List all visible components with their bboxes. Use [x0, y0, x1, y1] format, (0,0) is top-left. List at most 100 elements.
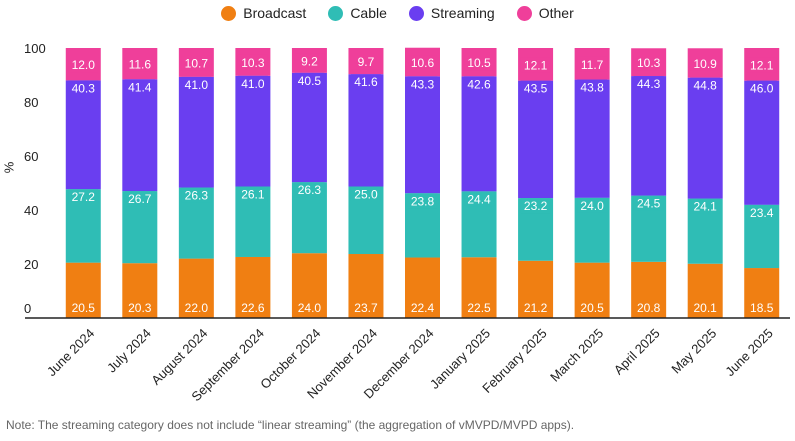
- data-label-streaming: 41.4: [128, 80, 152, 94]
- data-label-other: 11.7: [581, 58, 604, 72]
- data-label-bg: [407, 76, 438, 92]
- y-tick-label: 0: [24, 301, 31, 316]
- data-label-other: 9.2: [301, 54, 318, 68]
- data-label-broadcast: 20.5: [72, 301, 96, 315]
- y-tick-label: 100: [24, 41, 46, 56]
- x-tick-label: August 2024: [148, 326, 210, 388]
- data-label-broadcast: 24.0: [298, 301, 322, 315]
- data-label-bg: [68, 300, 99, 315]
- bar-segment-streaming: [574, 79, 610, 198]
- legend-item-other: Other: [516, 5, 574, 21]
- data-label-bg: [294, 53, 325, 69]
- data-label-cable: 24.0: [580, 199, 604, 213]
- data-label-bg: [633, 55, 664, 71]
- data-label-broadcast: 22.6: [241, 301, 265, 315]
- data-label-bg: [350, 74, 381, 90]
- legend-label: Other: [538, 5, 574, 21]
- data-label-bg: [690, 55, 721, 71]
- x-tick-label: June 2024: [44, 326, 98, 380]
- bar-segment-streaming: [405, 76, 440, 194]
- data-label-bg: [633, 300, 664, 315]
- legend-label: Cable: [350, 5, 387, 21]
- x-tick-label: April 2025: [611, 326, 663, 378]
- data-label-bg: [690, 77, 721, 93]
- data-label-bg: [464, 76, 495, 92]
- data-label-broadcast: 20.8: [637, 301, 661, 315]
- y-tick-label: 40: [24, 203, 38, 218]
- x-tick-label: March 2025: [547, 326, 606, 385]
- data-label-bg: [181, 76, 212, 92]
- legend-swatch: [516, 5, 532, 21]
- data-label-cable: 24.5: [637, 197, 661, 211]
- bar-segment-streaming: [235, 75, 271, 187]
- data-label-other: 10.7: [185, 56, 209, 70]
- legend-swatch: [221, 5, 237, 21]
- data-label-streaming: 40.3: [72, 81, 96, 95]
- data-label-bg: [464, 191, 495, 207]
- bar-segment-streaming: [461, 76, 497, 192]
- legend-label: Streaming: [430, 5, 495, 21]
- data-label-bg: [690, 198, 721, 214]
- data-label-cable: 23.2: [524, 199, 548, 213]
- data-label-bg: [181, 55, 212, 71]
- data-label-bg: [633, 76, 664, 92]
- data-label-bg: [181, 187, 212, 203]
- data-label-bg: [746, 204, 777, 220]
- data-label-cable: 26.3: [185, 189, 209, 203]
- y-tick-label: 20: [24, 257, 38, 272]
- bar-segment-streaming: [178, 76, 214, 188]
- data-label-bg: [633, 195, 664, 211]
- legend-item-streaming: Streaming: [408, 5, 495, 21]
- data-label-cable: 26.7: [128, 192, 152, 206]
- data-label-bg: [350, 186, 381, 202]
- data-label-streaming: 41.0: [241, 77, 265, 91]
- data-label-bg: [237, 54, 268, 70]
- data-label-broadcast: 18.5: [750, 301, 774, 315]
- y-tick-label: 60: [24, 149, 38, 164]
- chart-legend: Broadcast Cable Streaming Other: [0, 5, 795, 21]
- data-label-bg: [746, 300, 777, 315]
- data-label-streaming: 44.8: [694, 79, 718, 93]
- data-label-bg: [520, 80, 551, 96]
- data-label-broadcast: 22.4: [411, 301, 435, 315]
- legend-label: Broadcast: [243, 5, 307, 21]
- data-label-broadcast: 21.2: [524, 301, 548, 315]
- data-label-cable: 26.3: [298, 183, 322, 197]
- data-label-bg: [350, 54, 381, 70]
- legend-item-cable: Cable: [328, 5, 387, 21]
- bar-segment-streaming: [687, 77, 723, 199]
- data-label-cable: 26.1: [241, 188, 265, 202]
- data-label-other: 10.3: [637, 56, 661, 70]
- data-label-streaming: 46.0: [750, 82, 774, 96]
- bar-segment-streaming: [65, 80, 101, 190]
- data-label-bg: [577, 56, 608, 72]
- data-label-bg: [237, 75, 268, 91]
- legend-item-broadcast: Broadcast: [221, 5, 306, 21]
- data-label-bg: [407, 300, 438, 315]
- data-label-bg: [464, 300, 495, 315]
- bar-segment-streaming: [291, 72, 327, 183]
- data-label-streaming: 42.6: [467, 77, 491, 91]
- legend-swatch: [408, 5, 424, 21]
- data-label-broadcast: 23.7: [354, 301, 378, 315]
- legend-swatch: [328, 5, 344, 21]
- data-label-cable: 23.8: [411, 194, 435, 208]
- data-label-bg: [68, 57, 99, 73]
- data-label-cable: 27.2: [72, 190, 96, 204]
- data-label-bg: [520, 57, 551, 73]
- x-tick-label: May 2025: [668, 326, 719, 377]
- data-label-bg: [746, 80, 777, 96]
- data-label-bg: [577, 197, 608, 213]
- data-label-streaming: 41.6: [354, 75, 378, 89]
- data-label-other: 10.6: [411, 56, 435, 70]
- data-label-other: 10.5: [467, 56, 491, 70]
- y-tick-label: 80: [24, 95, 38, 110]
- data-label-cable: 23.4: [750, 206, 774, 220]
- data-label-broadcast: 20.3: [128, 301, 152, 315]
- data-label-streaming: 43.8: [580, 81, 604, 95]
- data-label-broadcast: 22.0: [185, 301, 209, 315]
- data-label-cable: 25.0: [354, 188, 378, 202]
- data-label-bg: [124, 56, 155, 72]
- data-label-bg: [124, 300, 155, 315]
